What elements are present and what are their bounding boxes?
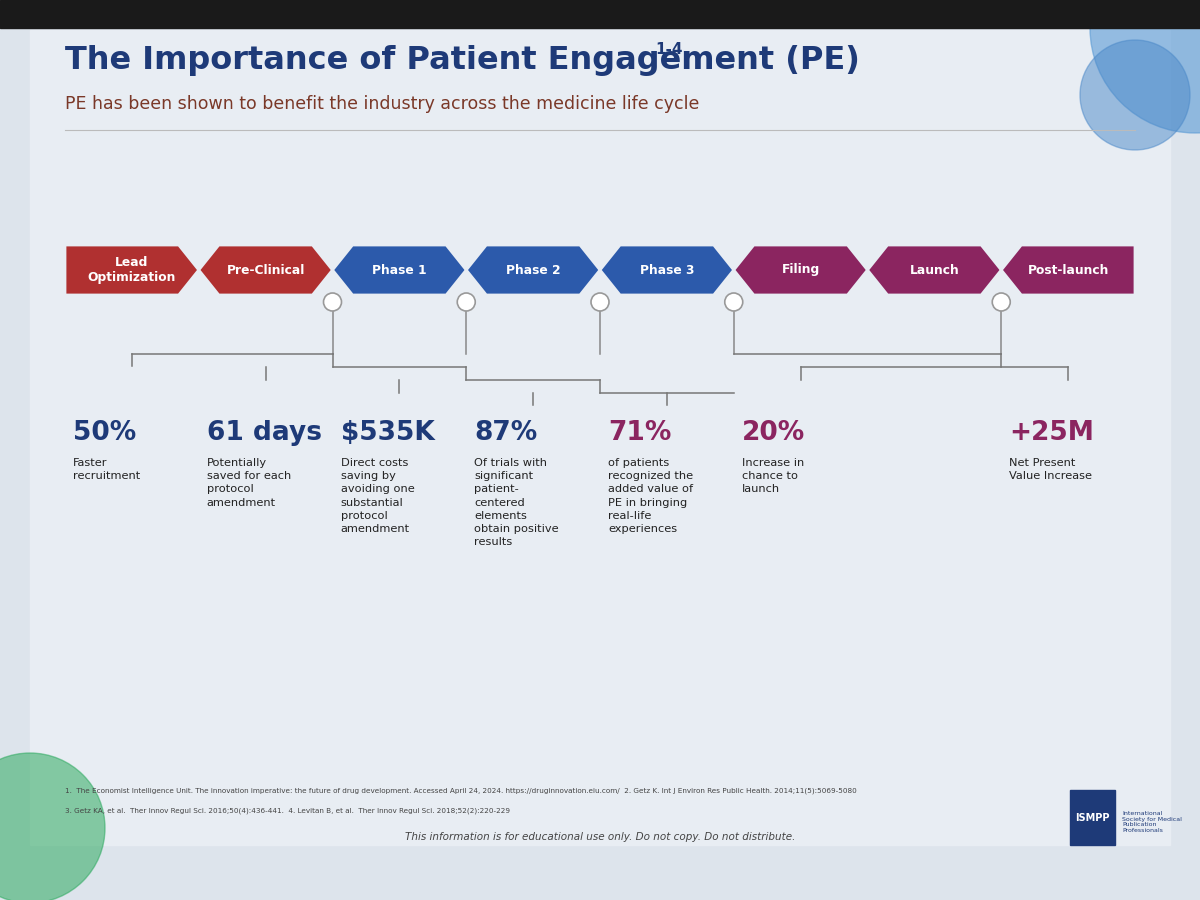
Text: Faster
recruitment: Faster recruitment (73, 458, 140, 482)
Polygon shape (733, 245, 868, 295)
Text: This information is for educational use only. Do not copy. Do not distribute.: This information is for educational use … (404, 832, 796, 842)
Bar (1070, 790, 1115, 845)
Polygon shape (332, 245, 467, 295)
Text: Filing: Filing (781, 264, 820, 276)
Circle shape (457, 293, 475, 311)
Text: 61 days: 61 days (206, 420, 322, 446)
Text: Increase in
chance to
launch: Increase in chance to launch (742, 458, 804, 494)
Text: Lead
Optimization: Lead Optimization (88, 256, 176, 284)
Circle shape (0, 753, 106, 900)
Circle shape (725, 293, 743, 311)
Bar (0, 0, 1200, 28)
Text: Of trials with
significant
patient-
centered
elements
obtain positive
results: Of trials with significant patient- cent… (474, 458, 559, 547)
Text: 20%: 20% (742, 420, 805, 446)
Text: 50%: 50% (73, 420, 137, 446)
Text: 1-4: 1-4 (655, 42, 683, 57)
Circle shape (1090, 0, 1200, 133)
Text: ISMPP: ISMPP (1075, 813, 1110, 823)
Circle shape (1080, 40, 1190, 150)
Text: PE has been shown to benefit the industry across the medicine life cycle: PE has been shown to benefit the industr… (65, 95, 700, 113)
Text: $535K: $535K (341, 420, 434, 446)
Circle shape (592, 293, 610, 311)
Text: Post-launch: Post-launch (1027, 264, 1109, 276)
Polygon shape (600, 245, 733, 295)
Polygon shape (467, 245, 600, 295)
Text: Potentially
saved for each
protocol
amendment: Potentially saved for each protocol amen… (206, 458, 292, 508)
Text: +25M: +25M (1009, 420, 1094, 446)
Circle shape (992, 293, 1010, 311)
Text: Pre-Clinical: Pre-Clinical (227, 264, 305, 276)
Text: 1.  The Economist Intelligence Unit. The innovation imperative: the future of dr: 1. The Economist Intelligence Unit. The … (65, 788, 857, 795)
Text: Phase 2: Phase 2 (506, 264, 560, 276)
Text: The Importance of Patient Engagement (PE): The Importance of Patient Engagement (PE… (65, 45, 860, 76)
Text: Phase 3: Phase 3 (640, 264, 694, 276)
Text: Net Present
Value Increase: Net Present Value Increase (1009, 458, 1092, 482)
Text: 3. Getz KA, et al.  Ther Innov Regul Sci. 2016;50(4):436-441.  4. Levitan B, et : 3. Getz KA, et al. Ther Innov Regul Sci.… (65, 808, 510, 814)
Circle shape (324, 293, 342, 311)
Text: 87%: 87% (474, 420, 538, 446)
Text: 71%: 71% (608, 420, 672, 446)
Polygon shape (65, 245, 199, 295)
Polygon shape (199, 245, 332, 295)
Polygon shape (1001, 245, 1135, 295)
Text: Launch: Launch (910, 264, 959, 276)
Polygon shape (868, 245, 1001, 295)
Text: of patients
recognized the
added value of
PE in bringing
real-life
experiences: of patients recognized the added value o… (608, 458, 694, 534)
Text: Phase 1: Phase 1 (372, 264, 427, 276)
Text: International
Society for Medical
Publication
Professionals: International Society for Medical Public… (1122, 811, 1182, 833)
Text: Direct costs
saving by
avoiding one
substantial
protocol
amendment: Direct costs saving by avoiding one subs… (341, 458, 414, 534)
